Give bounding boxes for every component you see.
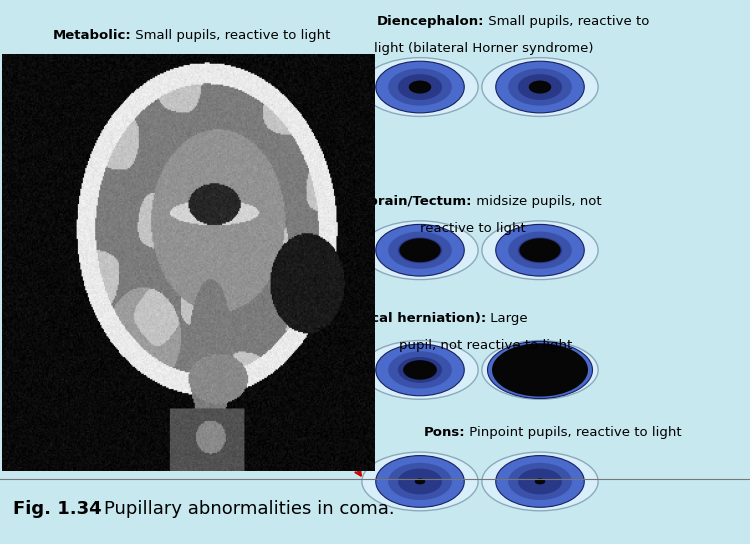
Text: pupil, not reactive to light: pupil, not reactive to light	[399, 339, 573, 352]
Text: Small pupils, reactive to light: Small pupils, reactive to light	[131, 29, 331, 42]
Ellipse shape	[36, 79, 118, 128]
Ellipse shape	[170, 91, 211, 115]
Text: Diencephalon:: Diencephalon:	[376, 15, 484, 28]
Text: Pinpoint pupils, reactive to light: Pinpoint pupils, reactive to light	[465, 426, 682, 439]
Ellipse shape	[535, 479, 545, 484]
Ellipse shape	[388, 463, 452, 500]
Ellipse shape	[529, 81, 551, 94]
Ellipse shape	[398, 237, 442, 263]
Text: Fig. 1.34    Pupillary abnormalities in coma.: Fig. 1.34 Pupillary abnormalities in com…	[13, 499, 404, 518]
Text: reactive to light: reactive to light	[420, 222, 525, 235]
Ellipse shape	[376, 61, 464, 113]
Ellipse shape	[376, 344, 464, 396]
Ellipse shape	[21, 74, 134, 133]
Ellipse shape	[404, 360, 436, 380]
Ellipse shape	[496, 456, 584, 507]
Ellipse shape	[509, 463, 572, 500]
Ellipse shape	[376, 456, 464, 507]
Ellipse shape	[518, 468, 562, 494]
Text: midsize pupils, not: midsize pupils, not	[472, 195, 602, 208]
Ellipse shape	[150, 79, 232, 128]
Ellipse shape	[492, 343, 588, 397]
Ellipse shape	[482, 58, 598, 116]
Ellipse shape	[482, 452, 598, 511]
Ellipse shape	[519, 238, 560, 262]
Ellipse shape	[509, 69, 572, 106]
Ellipse shape	[398, 74, 442, 100]
Ellipse shape	[388, 351, 452, 388]
Ellipse shape	[362, 58, 478, 116]
Ellipse shape	[376, 225, 464, 276]
Ellipse shape	[161, 86, 221, 121]
Ellipse shape	[398, 468, 442, 494]
Ellipse shape	[388, 69, 452, 106]
Ellipse shape	[518, 237, 562, 263]
Ellipse shape	[400, 238, 441, 262]
Ellipse shape	[178, 96, 205, 111]
Text: Midbrain/Tectum:: Midbrain/Tectum:	[342, 195, 472, 208]
Ellipse shape	[509, 232, 572, 269]
Ellipse shape	[398, 357, 442, 383]
Ellipse shape	[496, 225, 584, 276]
Ellipse shape	[362, 341, 478, 399]
Ellipse shape	[388, 232, 452, 269]
Text: light (bilateral Horner syndrome): light (bilateral Horner syndrome)	[374, 42, 593, 55]
Text: Third nerve (uncal herniation):: Third nerve (uncal herniation):	[255, 312, 486, 325]
Ellipse shape	[64, 96, 91, 111]
Ellipse shape	[518, 74, 562, 100]
Ellipse shape	[488, 342, 592, 398]
Text: Large: Large	[486, 312, 528, 325]
Ellipse shape	[482, 341, 598, 399]
Ellipse shape	[409, 81, 431, 94]
Text: Fig. 1.34: Fig. 1.34	[13, 499, 102, 518]
Ellipse shape	[362, 221, 478, 280]
Ellipse shape	[496, 61, 584, 113]
Text: Metabolic:: Metabolic:	[53, 29, 131, 42]
Ellipse shape	[415, 479, 425, 484]
Ellipse shape	[57, 91, 98, 115]
Ellipse shape	[47, 86, 107, 121]
Ellipse shape	[362, 452, 478, 511]
Text: Small pupils, reactive to: Small pupils, reactive to	[484, 15, 649, 28]
Ellipse shape	[135, 74, 248, 133]
Ellipse shape	[482, 221, 598, 280]
Text: Pupillary abnormalities in coma.: Pupillary abnormalities in coma.	[81, 499, 395, 518]
Text: Pons:: Pons:	[423, 426, 465, 439]
